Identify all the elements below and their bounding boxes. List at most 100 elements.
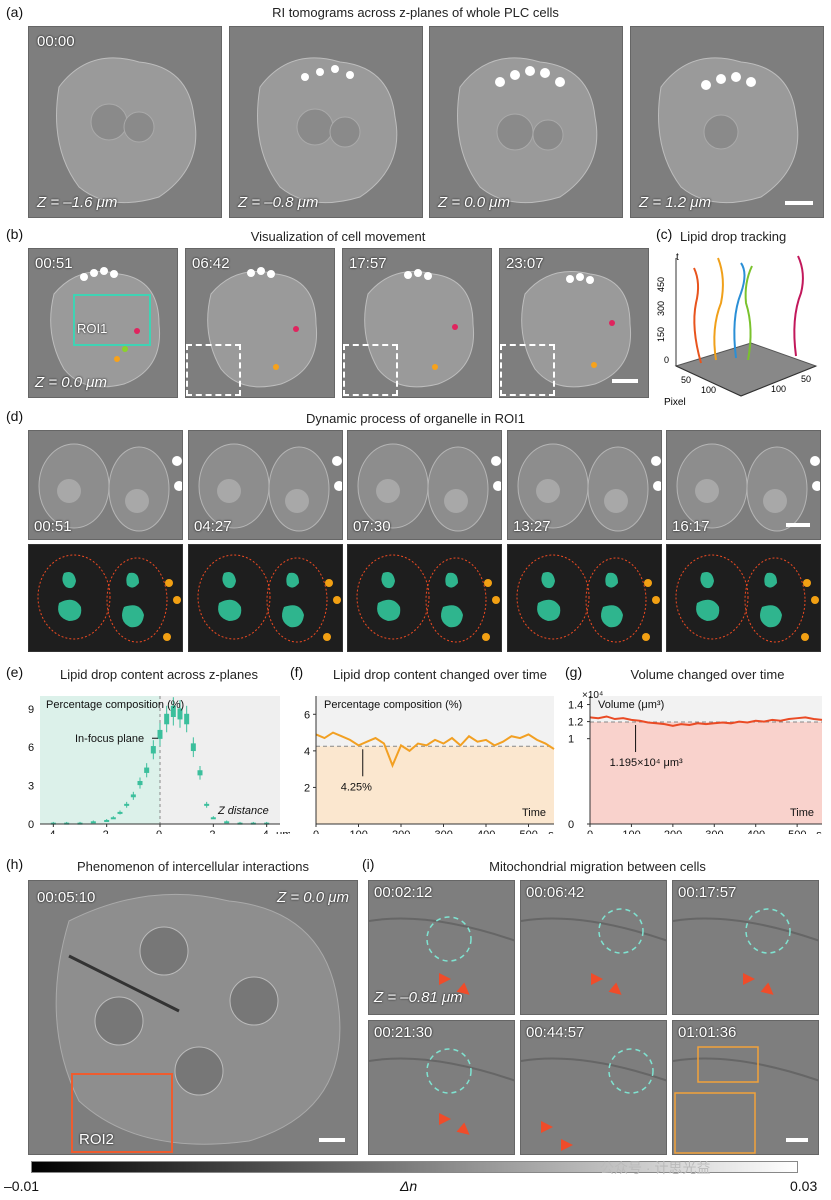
tracking-3d-plot: t 450 300 150 0 50 100 100 50 Pixel xyxy=(656,252,818,408)
tomogram-tile-1: 00:00 Z = –1.6 μm xyxy=(28,26,222,218)
time-stamp: 23:07 xyxy=(506,255,544,272)
cell-image xyxy=(364,269,475,388)
cell-image xyxy=(673,908,818,995)
z-label: Z = –0.81 μm xyxy=(374,989,463,1006)
time-stamp: 00:44:57 xyxy=(526,1024,585,1041)
time-stamp: 00:17:57 xyxy=(678,884,737,901)
series-line xyxy=(589,715,823,727)
colorbar-label: Δn xyxy=(400,1178,418,1194)
scale-bar xyxy=(785,201,813,205)
organelle-tile: 04:27 xyxy=(188,430,343,540)
box-mark xyxy=(210,817,216,820)
annotation-text: 4.25% xyxy=(341,781,372,793)
z-label: Z = 1.2 μm xyxy=(639,194,711,211)
cell-image xyxy=(369,1048,514,1135)
track-blue xyxy=(733,262,746,359)
y-tick-label: 0 xyxy=(28,819,34,831)
panel-g-title: Volume changed over time xyxy=(630,667,785,682)
segmentation-tile xyxy=(507,544,662,652)
time-stamp: 00:51 xyxy=(35,255,73,272)
box-mark xyxy=(124,803,130,806)
panel-b-label: (b) xyxy=(6,226,24,242)
cell-image xyxy=(673,1046,818,1154)
y-tick-label: 6 xyxy=(28,742,34,754)
cell-image xyxy=(56,57,197,204)
negative-region xyxy=(40,696,160,824)
roi2-box xyxy=(71,1073,173,1153)
cell-image xyxy=(521,271,632,388)
time-stamp: 00:05:10 xyxy=(37,889,96,906)
x-tick-label: 100 xyxy=(622,829,640,834)
pixel-axis-label: Pixel xyxy=(664,397,686,408)
organelle-tile: 07:30 xyxy=(347,430,502,540)
x-axis-label: Time xyxy=(522,807,546,819)
z-label: Z = 0.0 μm xyxy=(277,889,349,906)
box-mark xyxy=(204,803,210,806)
x-axis-label: Time xyxy=(790,807,814,819)
track-yellow xyxy=(713,257,724,361)
x-axis-label: Z distance xyxy=(217,805,269,817)
z-label: Z = 0.0 μm xyxy=(438,194,510,211)
annotation-text: In-focus plane xyxy=(75,733,144,745)
annotation-text: 1.195×10⁴ μm³ xyxy=(610,757,683,769)
track-green xyxy=(744,265,753,361)
y-axis-label: Percentage composition (%) xyxy=(46,699,184,711)
box-mark xyxy=(177,708,183,720)
upper-region xyxy=(316,696,554,747)
y-tick-label: 9 xyxy=(28,704,34,716)
time-stamp: 04:27 xyxy=(194,518,232,535)
segmentation-image xyxy=(356,554,500,643)
panel-c-title: Lipid drop tracking xyxy=(680,229,787,244)
cell-image xyxy=(517,443,661,532)
x-tick-label: 0 xyxy=(313,829,319,834)
y-tick-label: 6 xyxy=(304,709,310,721)
chart-g: 0 100 200 300 400 500 1.4 1.2 1 0 s Time Volume (μm³… xyxy=(568,690,823,834)
segmentation-image xyxy=(675,554,819,643)
x-unit: s xyxy=(816,829,822,834)
organelle-tile: 00:51 xyxy=(28,430,183,540)
scale-bar xyxy=(786,1138,808,1142)
migration-tile: 00:06:42 xyxy=(520,880,667,1015)
x-tick-label: 0 xyxy=(587,829,593,834)
pixel-axis xyxy=(675,365,742,397)
segmentation-tile xyxy=(347,544,502,652)
y-tick-label: 2 xyxy=(304,782,310,794)
panel-e-label: (e) xyxy=(6,664,24,680)
colorbar-max: 0.03 xyxy=(790,1178,818,1194)
y-axis-label: Volume (μm³) xyxy=(598,699,664,711)
pixel-tick: 100 xyxy=(701,385,716,395)
exponent-label: ×10⁴ xyxy=(582,690,603,701)
x-tick-label: 300 xyxy=(435,829,453,834)
segmentation-image xyxy=(197,554,341,643)
migration-tile: 00:21:30 xyxy=(368,1020,515,1155)
panel-b-title: Visualization of cell movement xyxy=(250,229,426,244)
movement-tile-2: 06:42 xyxy=(185,248,335,398)
segmentation-tile xyxy=(666,544,821,652)
time-stamp: 00:00 xyxy=(37,33,75,50)
panel-h-label: (h) xyxy=(6,856,24,872)
organelle-tile: 16:17 xyxy=(666,430,821,540)
panel-i-label: (i) xyxy=(362,856,375,872)
cell-image xyxy=(50,267,161,388)
y-tick-label: 1.4 xyxy=(568,700,583,712)
box-mark xyxy=(197,770,203,776)
x-tick-label: 100 xyxy=(350,829,368,834)
time-stamp: 01:01:36 xyxy=(678,1024,737,1041)
t-tick: 450 xyxy=(656,277,666,292)
watermark: 公众号 · 计思光益 xyxy=(600,1160,711,1176)
minus-sign: – xyxy=(41,829,48,834)
time-stamp: 06:42 xyxy=(192,255,230,272)
cell-image xyxy=(198,443,342,532)
minus-sign: – xyxy=(95,829,102,834)
y-axis-label: Percentage composition (%) xyxy=(324,699,462,711)
box-mark xyxy=(184,713,190,725)
box-mark xyxy=(157,729,163,739)
t-tick: 0 xyxy=(664,355,669,365)
time-stamp: 13:27 xyxy=(513,518,551,535)
t-tick: 300 xyxy=(656,301,666,316)
series-line xyxy=(315,731,555,769)
y-tick-label: 4 xyxy=(304,746,310,758)
scale-bar xyxy=(612,379,638,383)
box-mark xyxy=(130,794,136,798)
cell-image xyxy=(357,443,501,532)
